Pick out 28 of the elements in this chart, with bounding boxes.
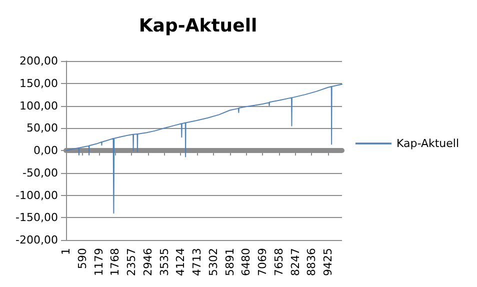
x-tick-label: 3535	[158, 248, 171, 276]
x-tick-label: 8836	[305, 248, 318, 276]
x-tick-label: 8247	[288, 248, 302, 276]
x-tick-label: 5302	[206, 248, 220, 276]
y-tick-label: -100,00	[16, 188, 58, 202]
x-tick-label: 2946	[141, 248, 154, 276]
chart-title: Kap-Aktuell	[138, 16, 258, 36]
y-tick-label: 100,00	[20, 99, 58, 112]
x-tick-label: 9425	[322, 248, 335, 276]
y-tick-label: 150,00	[20, 76, 58, 90]
y-tick-label: -50,00	[22, 166, 58, 180]
legend-label: Kap-Aktuell	[396, 137, 459, 150]
y-tick-label: 50,00	[26, 122, 58, 135]
y-tick-label: 0,00	[34, 144, 58, 158]
y-tick-label: 200,00	[20, 54, 58, 68]
x-tick-label: 1179	[92, 248, 106, 276]
x-tick-label: 1768	[108, 248, 122, 276]
x-tick-label: 1	[60, 248, 72, 256]
x-tick-label: 2357	[125, 248, 138, 276]
x-tick-label: 7069	[256, 248, 270, 276]
x-tick-label: 5891	[223, 248, 236, 276]
x-tick-label: 6480	[240, 248, 253, 276]
x-tick-label: 590	[76, 248, 89, 270]
x-tick-label: 4124	[174, 248, 188, 276]
y-tick-label: -200,00	[16, 234, 58, 247]
x-tick-label: 4713	[190, 248, 204, 276]
y-tick-label: -150,00	[16, 211, 58, 224]
x-tick-label: 7658	[272, 248, 286, 276]
